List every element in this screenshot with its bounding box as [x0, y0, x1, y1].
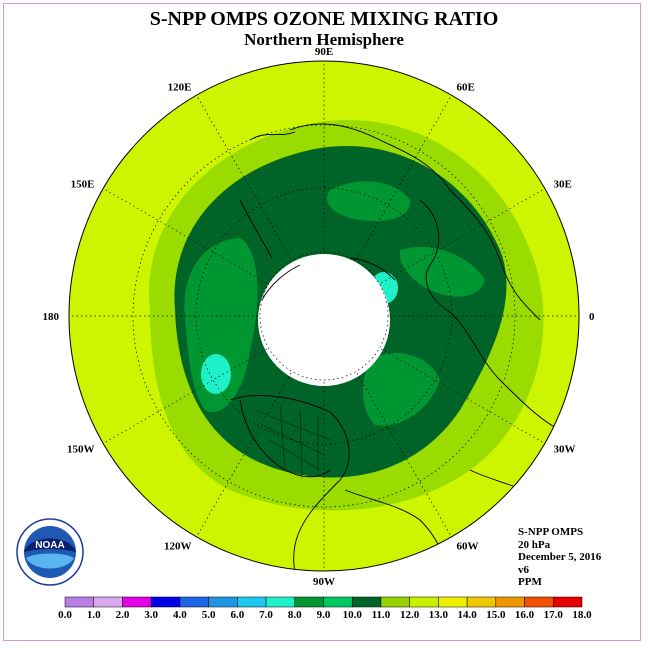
longitude-label: 60E: [457, 82, 475, 94]
latitude-circles: [132, 124, 516, 508]
info-version: v6: [518, 563, 529, 576]
colorbar-tick-label: 15.0: [486, 609, 506, 621]
meridian-lines: [69, 61, 579, 571]
meridian-line: [356, 372, 452, 538]
colorbar-ticks: 0.0 1.0 2.0 3.0 4.0 5.0 6.0 7.0 8.0 9.0 10.0 11.0 12…: [58, 609, 592, 621]
colorbar-tick-label: 13.0: [429, 609, 449, 621]
colorbar-swatch: [495, 596, 525, 608]
colorbar-swatch: [93, 596, 123, 608]
noaa-logo-text: NOAA: [35, 540, 64, 551]
meridian-line: [102, 348, 268, 444]
colorbar-swatch: [409, 596, 439, 608]
colorbar-swatch: [265, 596, 296, 608]
colorbar-swatch: [351, 596, 382, 608]
info-level: 20 hPa: [518, 538, 551, 551]
colorbar-tick-label: 17.0: [544, 609, 564, 621]
colorbar-tick-label: 4.0: [173, 609, 187, 621]
longitude-label: 60W: [457, 540, 479, 552]
info-panel: S-NPP OMPS 20 hPa December 5, 2016 v6 PP…: [518, 526, 601, 589]
colorbar-tick-label: 6.0: [230, 609, 244, 621]
colorbar-swatch: [323, 596, 353, 608]
colorbar-swatch: [380, 596, 410, 608]
colorbar-swatch: [150, 596, 181, 608]
colorbar-tick-label: 11.0: [372, 609, 391, 621]
longitude-labels: 90E 60E 30E 0 30W 60W 90W 120W 150W 180 150E 120E: [43, 46, 596, 588]
map-subtitle: Northern Hemisphere: [244, 30, 404, 49]
colorbar: [64, 596, 583, 608]
longitude-label: 180: [43, 311, 60, 323]
colorbar-swatch: [64, 596, 94, 608]
colorbar-tick-label: 18.0: [572, 609, 592, 621]
meridian-line: [380, 348, 546, 444]
noaa-logo: NOAA: [16, 518, 84, 586]
plot-frame: [3, 3, 641, 641]
ozone-band-8-west: [201, 354, 231, 394]
longitude-label: 0: [589, 311, 595, 323]
colorbar-tick-label: 14.0: [457, 609, 477, 621]
polar-night-no-data: [258, 254, 390, 386]
colorbar-tick-label: 9.0: [317, 609, 331, 621]
info-date: December 5, 2016: [518, 551, 602, 563]
longitude-label: 120E: [168, 82, 192, 94]
colorbar-tick-label: 1.0: [87, 609, 101, 621]
colorbar-tick-label: 12.0: [400, 609, 420, 621]
longitude-label: 150W: [67, 444, 95, 456]
colorbar-tick-label: 0.0: [58, 609, 72, 621]
colorbar-tick-label: 5.0: [202, 609, 216, 621]
meridian-line: [196, 94, 292, 260]
map-title: S-NPP OMPS OZONE MIXING RATIO: [149, 8, 499, 30]
colorbar-swatch: [438, 596, 468, 608]
meridian-line: [380, 188, 546, 284]
colorbar-tick-label: 8.0: [288, 609, 302, 621]
longitude-label: 90W: [313, 576, 335, 588]
colorbar-tick-label: 3.0: [144, 609, 158, 621]
ozone-band-9-north: [326, 181, 411, 221]
country-borders: [254, 404, 331, 479]
colorbar-tick-label: 7.0: [259, 609, 273, 621]
meridian-line: [196, 372, 292, 538]
longitude-label: 120W: [164, 540, 192, 552]
info-instrument: S-NPP OMPS: [518, 526, 584, 538]
colorbar-tick-label: 16.0: [515, 609, 535, 621]
ozone-band-9-east: [399, 246, 485, 297]
colorbar-swatch: [524, 596, 554, 608]
ozone-band-9-south: [363, 352, 440, 426]
colorbar-tick-label: 10.0: [343, 609, 363, 621]
colorbar-swatch: [294, 596, 324, 608]
colorbar-swatch: [237, 596, 267, 608]
colorbar-tick-label: 2.0: [116, 609, 130, 621]
info-units: PPM: [518, 576, 542, 588]
colorbar-swatch: [466, 596, 497, 608]
colorbar-swatch: [122, 596, 152, 608]
colorbar-swatch: [553, 596, 583, 608]
meridian-line: [102, 188, 268, 284]
longitude-label: 30W: [553, 444, 575, 456]
coastlines: [229, 123, 576, 571]
colorbar-swatch: [208, 596, 238, 608]
meridian-line: [356, 94, 452, 260]
longitude-label: 150E: [71, 179, 95, 191]
colorbar-swatch: [179, 596, 209, 608]
longitude-label: 90E: [315, 46, 333, 58]
disk-outline: [68, 60, 580, 572]
longitude-label: 30E: [553, 179, 571, 191]
